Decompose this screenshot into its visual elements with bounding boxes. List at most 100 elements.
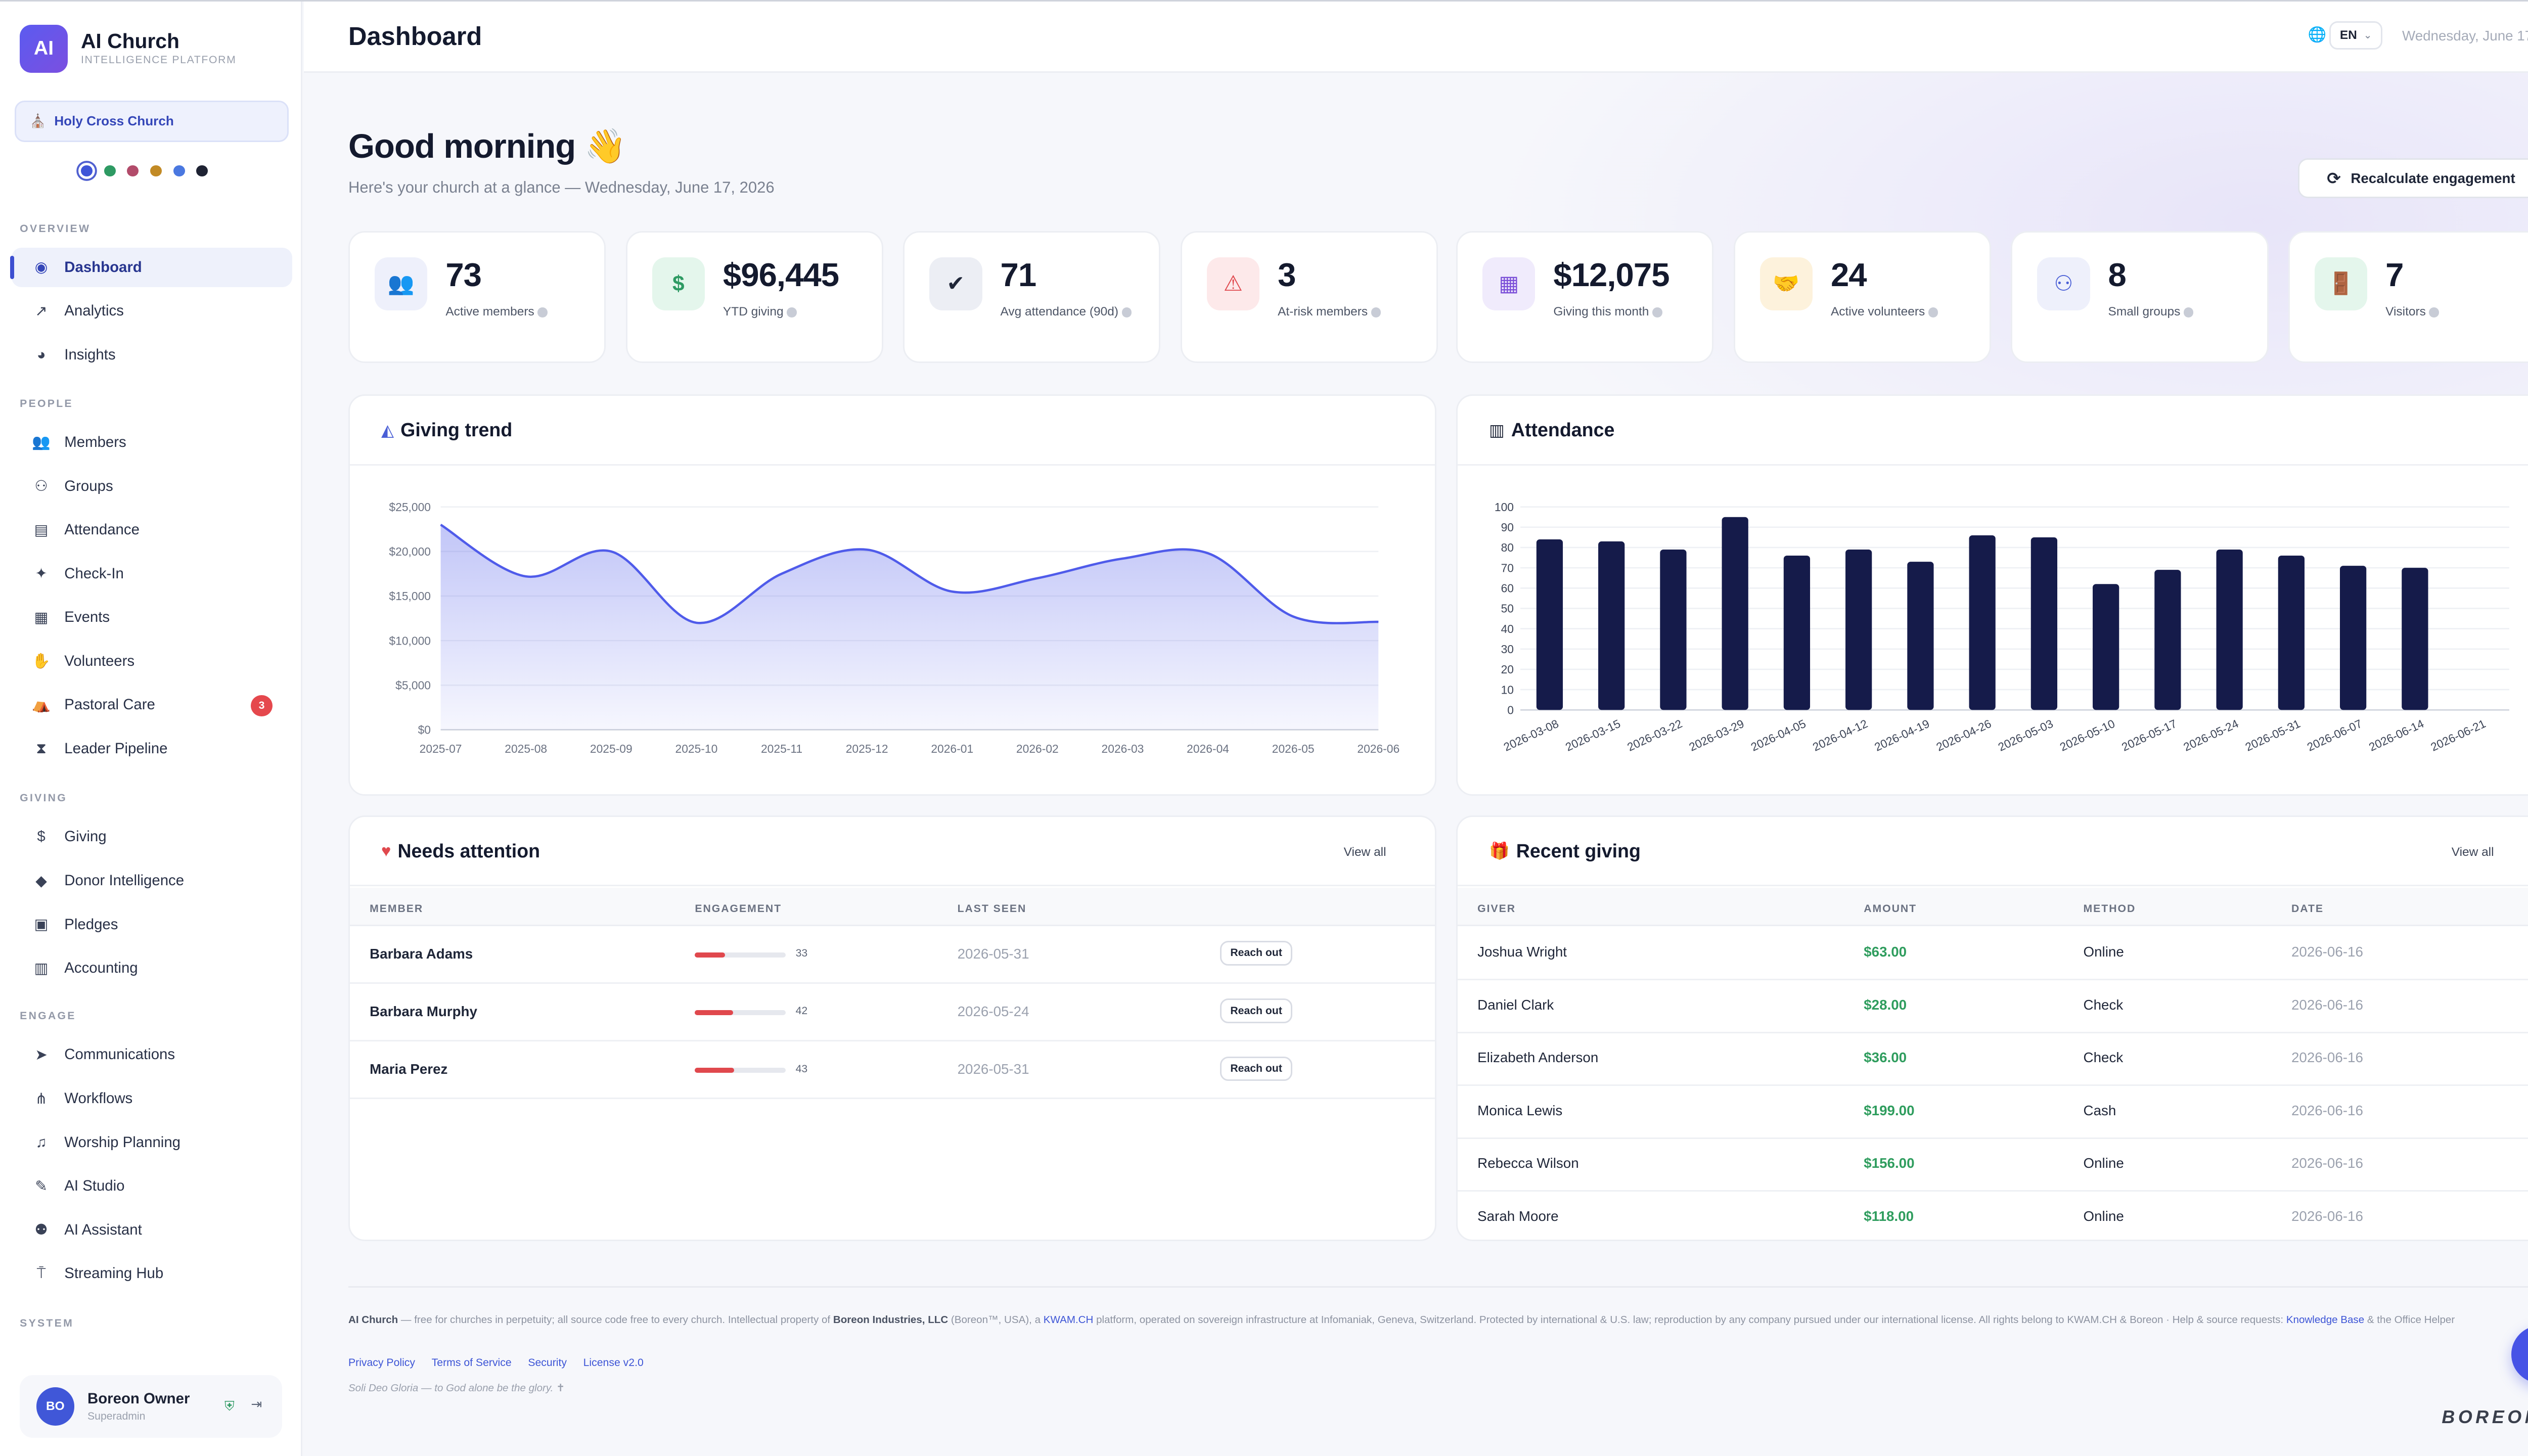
info-icon[interactable] xyxy=(1371,307,1381,317)
row-divider xyxy=(1457,1190,2528,1192)
attendance-bar[interactable] xyxy=(1722,517,1748,710)
info-icon[interactable] xyxy=(2183,307,2194,317)
terms-of-service-link[interactable]: Terms of Service xyxy=(431,1357,512,1369)
theme-color-swatch[interactable] xyxy=(80,165,93,177)
member-name[interactable]: Barbara Adams xyxy=(370,945,473,962)
kpi-card-giving-this-month[interactable]: ▦ $12,075 Giving this month xyxy=(1456,231,1714,363)
sidebar-item-attendance[interactable]: ▤ Attendance xyxy=(12,510,292,550)
security-link[interactable]: Security xyxy=(528,1357,567,1369)
info-icon[interactable] xyxy=(537,307,548,317)
attendance-bar[interactable] xyxy=(1660,549,1687,710)
theme-color-swatch[interactable] xyxy=(173,165,185,177)
reach-out-button[interactable]: Reach out xyxy=(1220,998,1293,1024)
sidebar-item-accounting[interactable]: ▥ Accounting xyxy=(12,948,292,988)
kpi-card-active-volunteers[interactable]: 🤝 24 Active volunteers xyxy=(1733,231,1991,363)
sidebar-item-label: Insights xyxy=(64,346,116,363)
attendance-bar[interactable] xyxy=(1598,541,1625,710)
attendance-bar[interactable] xyxy=(2402,567,2428,710)
sidebar-item-ai-studio[interactable]: ✎ AI Studio xyxy=(12,1166,292,1206)
recalculate-engagement-button[interactable]: ⟳ Recalculate engagement xyxy=(2298,158,2528,198)
info-icon[interactable] xyxy=(1928,307,1938,317)
language-selector[interactable]: EN ⌄ xyxy=(2329,21,2382,50)
sidebar-item-donor-intelligence[interactable]: ◆ Donor Intelligence xyxy=(12,861,292,900)
sidebar-item-leader-pipeline[interactable]: ⧗ Leader Pipeline xyxy=(12,729,292,768)
sidebar-item-events[interactable]: ▦ Events xyxy=(12,598,292,637)
giver-name[interactable]: Sarah Moore xyxy=(1477,1208,1559,1224)
giver-name[interactable]: Elizabeth Anderson xyxy=(1477,1050,1599,1066)
sidebar-item-pledges[interactable]: ▣ Pledges xyxy=(12,904,292,944)
sidebar-item-volunteers[interactable]: ✋ Volunteers xyxy=(12,642,292,681)
attendance-bar[interactable] xyxy=(2278,555,2305,710)
attendance-bar[interactable] xyxy=(1907,561,1934,710)
x-tick-label: 2025-08 xyxy=(505,742,547,755)
sidebar-item-workflows[interactable]: ⋔ Workflows xyxy=(12,1079,292,1118)
attendance-bar[interactable] xyxy=(1845,549,1872,710)
info-icon[interactable] xyxy=(1121,307,1132,317)
member-name[interactable]: Barbara Murphy xyxy=(370,1004,477,1020)
x-tick-label: 2026-04 xyxy=(1187,742,1229,755)
kpi-card-avg-attendance-90d[interactable]: ✔ 71 Avg attendance (90d) xyxy=(903,231,1161,363)
sidebar-item-giving[interactable]: $ Giving xyxy=(12,817,292,856)
kpi-card-visitors[interactable]: 🚪 7 Visitors xyxy=(2288,231,2528,363)
attendance-bar[interactable] xyxy=(2030,537,2058,710)
sidebar-item-ai-assistant[interactable]: ⚉ AI Assistant xyxy=(12,1210,292,1249)
help-chat-button[interactable]: ☊ xyxy=(2511,1326,2528,1384)
sidebar-item-worship-planning[interactable]: ♫ Worship Planning xyxy=(12,1122,292,1162)
kpi-value: 73 xyxy=(445,256,482,293)
sidebar-item-check-in[interactable]: ✦ Check-In xyxy=(12,554,292,593)
kpi-card-at-risk-members[interactable]: ⚠ 3 At-risk members xyxy=(1180,231,1438,363)
giver-name[interactable]: Monica Lewis xyxy=(1477,1102,1563,1118)
kpi-card-active-members[interactable]: 👥 73 Active members xyxy=(348,231,606,363)
area-chart-icon: ◭ xyxy=(381,420,394,439)
knowledge-base-link[interactable]: Knowledge Base xyxy=(2286,1313,2365,1326)
needs-attention-view-all-link[interactable]: View all xyxy=(1343,845,1386,859)
license-link[interactable]: License v2.0 xyxy=(583,1357,644,1369)
refresh-icon: ⟳ xyxy=(2327,168,2341,188)
attendance-bar[interactable] xyxy=(2154,569,2181,710)
sidebar-item-analytics[interactable]: ↗ Analytics xyxy=(12,291,292,331)
x-tick-label: 2026-05-03 xyxy=(1996,716,2055,753)
sidebar-item-communications[interactable]: ➤ Communications xyxy=(12,1035,292,1074)
attendance-bar[interactable] xyxy=(2093,583,2119,710)
kpi-card-ytd-giving[interactable]: $ $96,445 YTD giving xyxy=(625,231,883,363)
ai-studio-icon: ✎ xyxy=(35,1177,48,1195)
footer-platform-link[interactable]: KWAM.CH xyxy=(1043,1313,1094,1326)
attendance-icon: ▤ xyxy=(34,521,49,538)
user-card[interactable]: BO Boreon Owner Superadmin ⛨ ⇥ xyxy=(20,1375,283,1438)
kpi-value: 71 xyxy=(1000,256,1036,293)
theme-color-swatch[interactable] xyxy=(127,165,139,177)
church-selector[interactable]: ⛪ Holy Cross Church xyxy=(15,101,289,142)
info-icon[interactable] xyxy=(1652,307,1662,317)
sidebar-item-groups[interactable]: ⚇ Groups xyxy=(12,466,292,506)
shield-icon[interactable]: ⛨ xyxy=(224,1398,235,1414)
attendance-bar[interactable] xyxy=(2216,549,2243,710)
sidebar-item-streaming-hub[interactable]: ⍑ Streaming Hub xyxy=(12,1254,292,1293)
giver-name[interactable]: Daniel Clark xyxy=(1477,996,1554,1013)
attendance-bar[interactable] xyxy=(1969,535,1996,710)
privacy-policy-link[interactable]: Privacy Policy xyxy=(348,1357,416,1369)
column-header-last-seen: LAST SEEN xyxy=(957,902,1027,915)
sidebar-item-pastoral-care[interactable]: ⛺ Pastoral Care 3 xyxy=(12,685,292,724)
theme-color-swatch[interactable] xyxy=(104,165,116,177)
sidebar-item-members[interactable]: 👥 Members xyxy=(12,423,292,462)
attendance-bar[interactable] xyxy=(1536,539,1563,710)
giver-name[interactable]: Rebecca Wilson xyxy=(1477,1155,1579,1171)
member-name[interactable]: Maria Perez xyxy=(370,1061,448,1077)
sidebar-item-dashboard[interactable]: ◉ Dashboard xyxy=(10,247,292,288)
brand[interactable]: AI AI Church INTELLIGENCE PLATFORM xyxy=(20,24,236,73)
logout-icon[interactable]: ⇥ xyxy=(251,1396,262,1412)
reach-out-button[interactable]: Reach out xyxy=(1220,940,1293,966)
kpi-card-small-groups[interactable]: ⚇ 8 Small groups xyxy=(2011,231,2269,363)
recent-giving-view-all-link[interactable]: View all xyxy=(2451,845,2494,859)
reach-out-button[interactable]: Reach out xyxy=(1220,1056,1293,1081)
attendance-bar[interactable] xyxy=(2339,565,2367,710)
info-icon[interactable] xyxy=(787,307,797,317)
attendance-bar[interactable] xyxy=(1783,555,1811,710)
sidebar-item-insights[interactable]: ◕ Insights xyxy=(12,335,292,375)
info-icon[interactable] xyxy=(2429,307,2439,317)
footer-company: Boreon Industries, LLC xyxy=(833,1313,949,1326)
payment-method: Check xyxy=(2083,1050,2124,1066)
giver-name[interactable]: Joshua Wright xyxy=(1477,944,1567,960)
theme-color-swatch[interactable] xyxy=(150,165,162,177)
theme-color-swatch[interactable] xyxy=(196,165,208,177)
